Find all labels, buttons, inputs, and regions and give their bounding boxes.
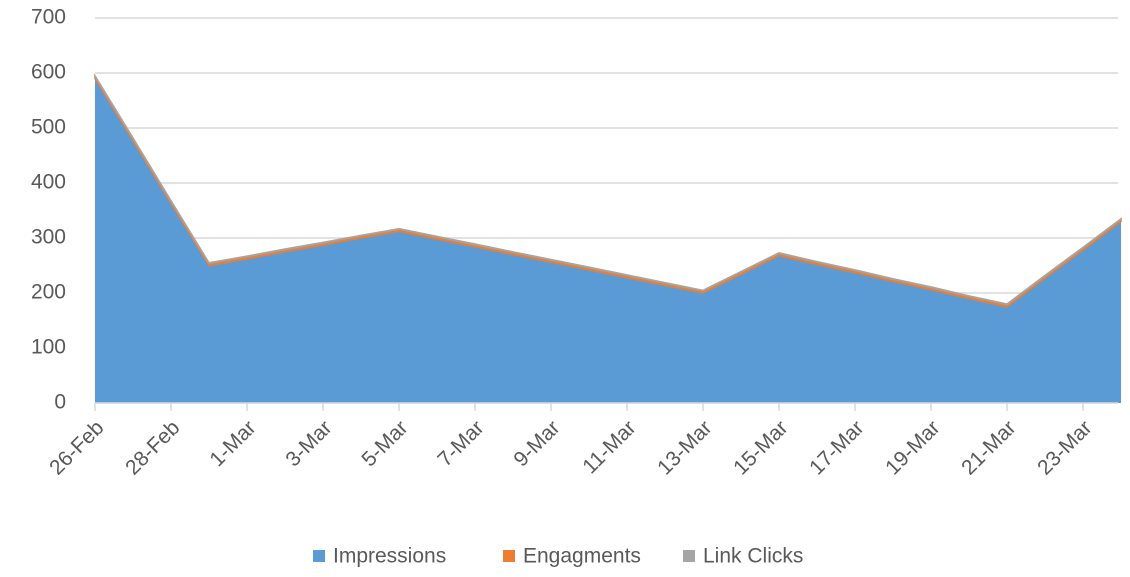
y-tick-label: 100 bbox=[31, 336, 66, 359]
x-tick-label: 13-Mar bbox=[653, 416, 716, 479]
y-tick-label: 200 bbox=[31, 281, 66, 304]
y-tick-label: 500 bbox=[31, 116, 66, 139]
x-tick-label: 21-Mar bbox=[957, 416, 1020, 479]
y-tick-label: 400 bbox=[31, 171, 66, 194]
x-tick-label: 28-Feb bbox=[121, 416, 184, 479]
x-tick-label: 7-Mar bbox=[433, 416, 488, 471]
area bbox=[94, 73, 1122, 306]
x-tick-label: 17-Mar bbox=[805, 416, 868, 479]
x-tick-label: 3-Mar bbox=[281, 416, 336, 471]
area bbox=[95, 78, 1121, 403]
legend-label: Engagments bbox=[523, 545, 641, 568]
legend-label: Link Clicks bbox=[703, 545, 803, 568]
x-tick-label: 9-Mar bbox=[509, 416, 564, 471]
y-tick-label: 0 bbox=[54, 391, 66, 414]
y-tick-label: 300 bbox=[31, 226, 66, 249]
x-tick-label: 15-Mar bbox=[729, 416, 792, 479]
legend: Impressions Engagments Link Clicks bbox=[313, 545, 803, 568]
x-tick-label: 23-Mar bbox=[1033, 416, 1096, 479]
x-tick-label: 26-Feb bbox=[45, 416, 108, 479]
legend-swatch bbox=[313, 550, 325, 562]
legend-swatch bbox=[683, 550, 695, 562]
y-tick-label: 700 bbox=[31, 6, 66, 29]
legend-label: Impressions bbox=[333, 545, 446, 568]
x-tick-label: 5-Mar bbox=[357, 416, 412, 471]
x-tick-label: 11-Mar bbox=[578, 416, 640, 478]
x-tick-label: 1-Mar bbox=[205, 416, 260, 471]
x-tick-label: 19-Mar bbox=[881, 416, 944, 479]
legend-swatch bbox=[503, 550, 515, 562]
y-tick-label: 600 bbox=[31, 61, 66, 84]
